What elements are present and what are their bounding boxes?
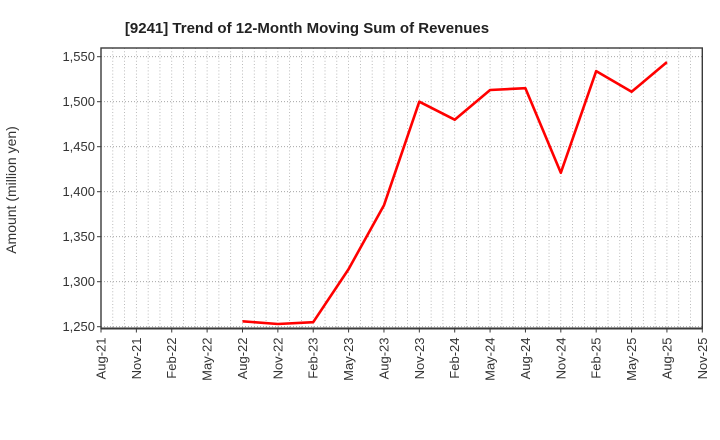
y-tick-label: 1,250: [62, 319, 95, 334]
x-tick-label: Nov-22: [270, 338, 285, 380]
x-tick-label: Nov-24: [553, 338, 568, 380]
y-tick-label: 1,500: [62, 94, 95, 109]
x-tick-label: May-24: [483, 338, 498, 381]
y-tick-label: 1,550: [62, 49, 95, 64]
x-tick-label: May-22: [200, 338, 215, 381]
x-tick-label: Aug-21: [94, 338, 109, 380]
x-tick-label: Aug-25: [659, 338, 674, 380]
y-tick-label: 1,450: [62, 139, 95, 154]
x-tick-label: May-23: [341, 338, 356, 381]
x-tick-label: Feb-22: [164, 338, 179, 379]
x-tick-label: Aug-23: [376, 338, 391, 380]
revenue-line: [242, 61, 668, 326]
x-tick-label: Nov-23: [412, 338, 427, 380]
x-tick-label: Feb-24: [447, 338, 462, 379]
x-tick-label: May-25: [624, 338, 639, 381]
y-axis-title: Amount (million yen): [3, 126, 19, 254]
plot-frame: [100, 47, 703, 330]
x-tick-label: Aug-24: [518, 338, 533, 380]
x-tick-label: Feb-25: [589, 338, 604, 379]
y-tick-label: 1,350: [62, 229, 95, 244]
x-tick-label: Aug-22: [235, 338, 250, 380]
chart-title: [9241] Trend of 12-Month Moving Sum of R…: [125, 20, 489, 37]
x-tick-label: Feb-23: [306, 338, 321, 379]
y-tick-label: 1,300: [62, 274, 95, 289]
x-tick-label: Nov-25: [695, 338, 710, 380]
x-tick-label: Nov-21: [129, 338, 144, 380]
y-tick-label: 1,400: [62, 184, 95, 199]
